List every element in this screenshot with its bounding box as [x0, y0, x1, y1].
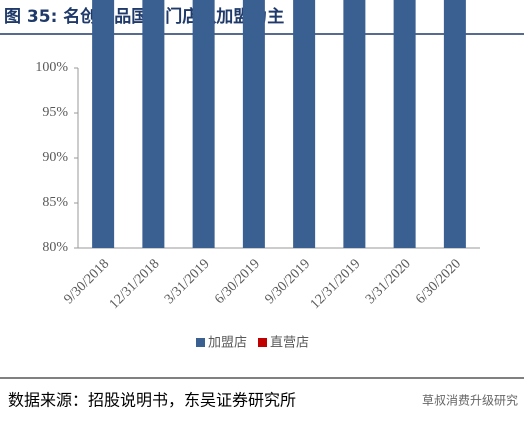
y-tick-label: 100% — [35, 60, 68, 75]
bar-segment — [242, 0, 265, 248]
y-tick-label: 85% — [42, 195, 68, 210]
y-tick-label: 95% — [42, 105, 68, 120]
y-tick-label: 90% — [42, 150, 68, 165]
x-tick-label: 9/30/2019 — [262, 256, 313, 307]
legend-label: 直营店 — [270, 336, 309, 351]
bar-segment — [92, 0, 115, 248]
x-tick-label: 12/31/2019 — [308, 256, 364, 312]
bar-segment — [293, 0, 316, 248]
x-tick-label: 3/31/2019 — [162, 256, 213, 307]
source: 数据来源：招股说明书，东吴证券研究所 — [8, 391, 296, 410]
bar-segment — [443, 0, 466, 248]
watermark: 草叔消费升级研究 — [422, 393, 518, 408]
legend-label: 加盟店 — [208, 336, 247, 351]
x-tick-label: 12/31/2018 — [107, 256, 163, 312]
legend-swatch — [196, 338, 205, 347]
x-tick-label: 6/30/2020 — [413, 256, 464, 307]
x-tick-label: 6/30/2019 — [212, 256, 263, 307]
bar-segment — [343, 0, 366, 248]
x-tick-label: 9/30/2018 — [61, 256, 112, 307]
bar-segment — [192, 0, 215, 248]
legend-swatch — [258, 338, 267, 347]
x-tick-label: 3/31/2020 — [363, 256, 414, 307]
y-tick-label: 80% — [42, 240, 68, 255]
bar-segment — [393, 0, 416, 248]
bar-segment — [142, 0, 165, 248]
